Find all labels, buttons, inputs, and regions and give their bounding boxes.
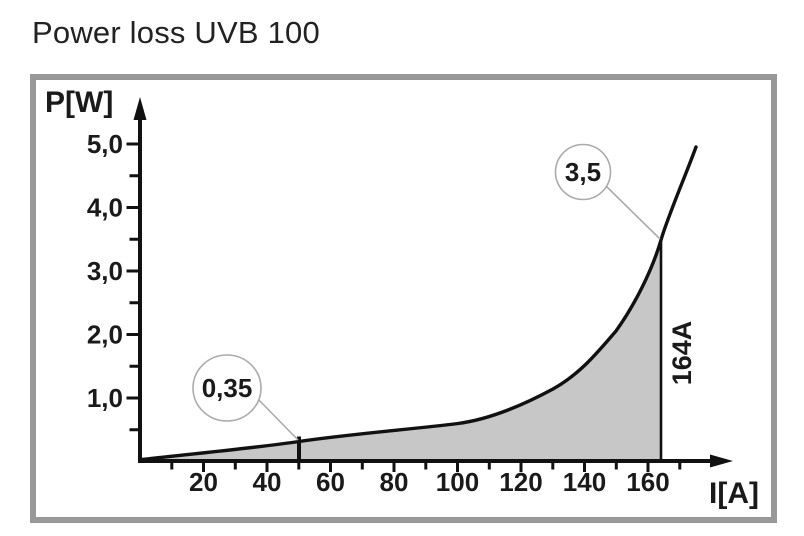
callout-leader-3-5 <box>605 185 661 240</box>
x-tick-label-20: 20 <box>189 467 218 497</box>
callout-value-3-5: 3,5 <box>565 157 601 187</box>
chart-frame: P[W] I[A] 1,0 2,0 3,0 4,0 5,0 20 40 60 8… <box>30 74 777 523</box>
shaded-area-under-curve <box>142 240 661 461</box>
x-axis-minor-ticks <box>170 461 682 470</box>
callout-leader-0-35 <box>256 397 299 441</box>
y-tick-label-2: 2,0 <box>87 320 123 350</box>
x-axis-arrow-icon <box>710 454 733 468</box>
y-axis-label: P[W] <box>45 86 113 119</box>
x-axis-major-ticks <box>202 461 650 472</box>
y-tick-label-5: 5,0 <box>87 129 123 159</box>
y-tick-label-4: 4,0 <box>87 193 123 223</box>
x-tick-label-80: 80 <box>380 467 409 497</box>
page-title: Power loss UVB 100 <box>32 15 320 50</box>
y-axis-major-ticks <box>126 142 140 400</box>
x-tick-label-60: 60 <box>316 467 345 497</box>
y-axis-minor-ticks <box>129 174 140 432</box>
callout-value-0-35: 0,35 <box>202 373 253 403</box>
x-tick-label-100: 100 <box>436 467 479 497</box>
x-tick-label-120: 120 <box>499 467 542 497</box>
callout-circle-3-5 <box>554 143 612 201</box>
power-loss-chart: P[W] I[A] 1,0 2,0 3,0 4,0 5,0 20 40 60 8… <box>45 86 759 510</box>
x-tick-label-160: 160 <box>626 467 669 497</box>
x-axis-label: I[A] <box>709 477 759 510</box>
y-tick-label-3: 3,0 <box>87 256 123 286</box>
y-tick-label-1: 1,0 <box>87 383 123 413</box>
x-tick-label-40: 40 <box>253 467 282 497</box>
x-tick-label-140: 140 <box>563 467 606 497</box>
y-axis-arrow-icon <box>133 97 147 120</box>
marker-label-164A: 164A <box>667 321 697 386</box>
callout-circle-0-35 <box>192 354 262 422</box>
